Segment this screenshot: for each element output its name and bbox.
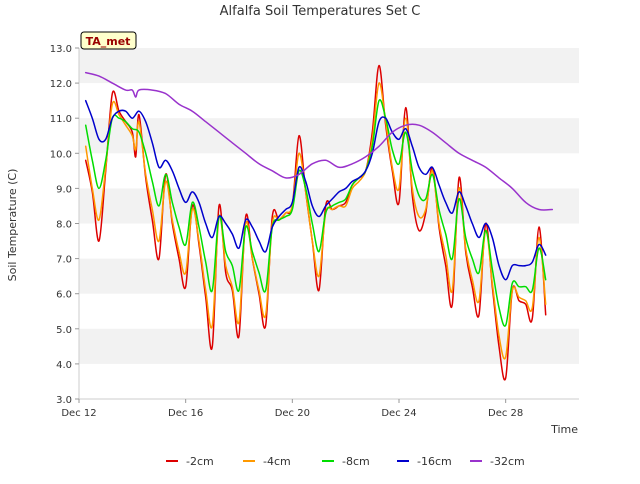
grid-band	[79, 258, 579, 294]
legend-label: -8cm	[342, 455, 370, 468]
y-tick-label: 3.0	[56, 395, 72, 406]
x-tick-label: Dec 24	[381, 408, 416, 419]
y-tick-label: 11.0	[50, 114, 72, 125]
grid-band	[79, 48, 579, 84]
legend-item: -2cm	[166, 455, 214, 468]
background-bands	[79, 48, 579, 399]
x-tick-label: Dec 16	[168, 408, 203, 419]
y-tick-label: 9.0	[56, 184, 72, 195]
y-tick-label: 6.0	[56, 290, 72, 301]
x-tick-label: Dec 12	[61, 408, 96, 419]
legend-label: -16cm	[417, 455, 452, 468]
legend-label: -32cm	[490, 455, 525, 468]
legend-label: -4cm	[263, 455, 291, 468]
chart-title: Alfalfa Soil Temperatures Set C	[220, 4, 421, 19]
series-line-8cmcm	[84, 99, 547, 327]
y-tick-label: 12.0	[50, 79, 72, 90]
grid-band	[79, 328, 579, 364]
axes: 3.0 4.0 5.0 6.0 7.0 8.0 9.0 10.0 11.0 12.0 13.0 Dec…	[50, 44, 579, 419]
grid-band	[79, 118, 579, 154]
series-line-32cmcm	[84, 71, 554, 211]
x-tick-label: Dec 28	[488, 408, 523, 419]
station-tag-box	[80, 31, 137, 50]
y-tick-label: 13.0	[50, 44, 72, 55]
y-tick-label: 5.0	[56, 325, 72, 336]
series-lines	[84, 64, 554, 381]
station-tag-label: TA_met	[86, 35, 131, 48]
legend-item: -32cm	[470, 455, 525, 468]
legend-item: -4cm	[243, 455, 291, 468]
y-axis-label: Soil Temperature (C)	[6, 169, 19, 282]
series-line-16cmcm	[84, 99, 547, 281]
y-tick-label: 8.0	[56, 220, 72, 231]
x-axis-label: Time	[550, 423, 578, 436]
legend-label: -2cm	[186, 455, 214, 468]
legend-item: -8cm	[322, 455, 370, 468]
x-tick-label: Dec 20	[275, 408, 310, 419]
legend: -2cm -4cm -8cm -16cm -32cm	[166, 455, 525, 468]
y-tick-label: 4.0	[56, 360, 72, 371]
station-tag: TA_met	[80, 31, 137, 50]
y-tick-label: 10.0	[50, 149, 72, 160]
y-tick-label: 7.0	[56, 255, 72, 266]
series-line-4cmcm	[84, 82, 547, 360]
legend-item: -16cm	[397, 455, 452, 468]
